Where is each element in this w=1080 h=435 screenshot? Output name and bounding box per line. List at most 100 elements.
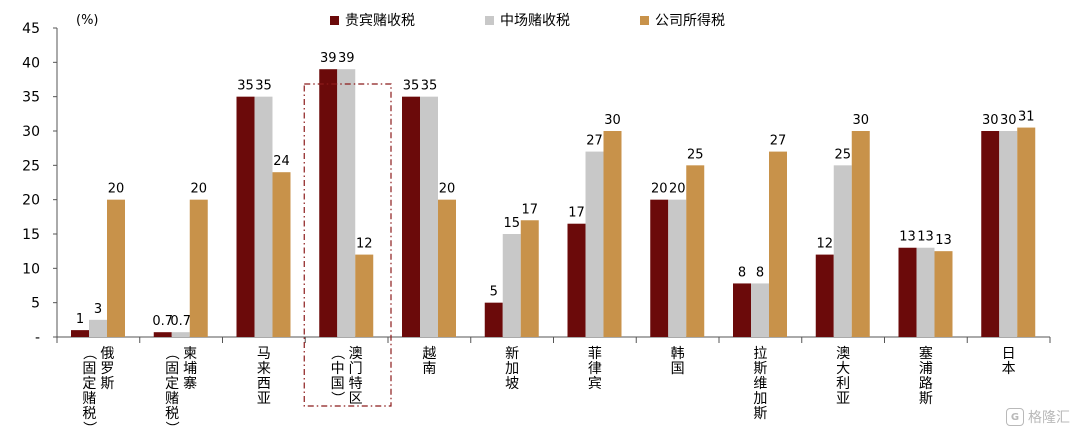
bar <box>71 330 89 337</box>
x-category-label: 埔 <box>183 361 197 377</box>
x-category-label: 罗 <box>100 361 114 377</box>
x-category-label: 菲 <box>588 346 602 362</box>
bar <box>355 254 374 337</box>
watermark: G 格隆汇 <box>1006 407 1070 427</box>
x-category-label: 韩 <box>671 346 685 362</box>
x-category-label: ） <box>163 421 179 435</box>
data-label: 35 <box>403 79 420 94</box>
y-tick-label: 40 <box>22 55 40 71</box>
data-label: 25 <box>687 147 704 162</box>
watermark-logo-icon: G <box>1006 408 1024 426</box>
bar <box>502 234 521 337</box>
bar <box>236 96 255 338</box>
x-category-label: （ <box>329 346 345 360</box>
legend: 贵宾赌收税 中场赌收税 公司所得税 <box>330 10 725 30</box>
y-tick-label: 15 <box>22 227 40 243</box>
data-label: 35 <box>255 79 272 94</box>
y-tick-label: 45 <box>22 21 40 37</box>
y-tick-label: 30 <box>22 124 40 140</box>
x-category-label: 斯 <box>753 361 767 377</box>
y-tick-label: 35 <box>22 90 40 106</box>
data-label: 20 <box>190 182 207 197</box>
bar <box>420 96 438 338</box>
bar <box>851 131 870 337</box>
data-label: 35 <box>237 79 254 94</box>
legend-swatch-corporate <box>640 15 649 25</box>
x-category-label: 日 <box>1002 346 1016 362</box>
x-category-label: 宾 <box>588 376 602 392</box>
legend-item-corporate: 公司所得税 <box>640 10 725 30</box>
data-label: 13 <box>899 230 916 245</box>
x-category-label: 赌 <box>82 391 96 407</box>
x-category-label: 国 <box>671 361 685 377</box>
y-tick-label: - <box>35 330 40 346</box>
y-tick-label: 25 <box>22 158 40 174</box>
data-label: 39 <box>320 51 337 66</box>
bar <box>815 254 834 337</box>
y-unit-label: (%) <box>76 13 99 28</box>
data-label: 15 <box>503 216 520 231</box>
x-category-label: 固 <box>165 361 179 377</box>
x-category-label: 门 <box>349 361 363 377</box>
bar <box>153 332 172 337</box>
bar <box>337 69 356 337</box>
x-category-label: 新 <box>505 346 519 362</box>
x-category-label: 南 <box>422 361 436 377</box>
data-label: 31 <box>1018 110 1035 125</box>
bar <box>272 172 291 337</box>
data-label: 3 <box>94 302 102 317</box>
data-label: 30 <box>604 113 621 128</box>
data-label: 20 <box>669 182 686 197</box>
data-label: 24 <box>273 154 290 169</box>
data-label: 35 <box>421 79 438 94</box>
bar <box>603 131 622 337</box>
y-tick-label: 20 <box>22 193 40 209</box>
x-category-label: 俄 <box>100 346 114 362</box>
x-category-label: 西 <box>257 376 271 392</box>
x-category-label: 本 <box>1002 361 1016 377</box>
x-category-label: 维 <box>753 376 767 392</box>
data-label: 17 <box>521 202 538 217</box>
x-category-label: 塞 <box>919 345 933 362</box>
x-category-label: 利 <box>836 376 850 392</box>
x-category-label: 马 <box>257 346 271 362</box>
x-category-label: （ <box>80 346 96 360</box>
bar <box>189 199 208 337</box>
legend-label-vip: 贵宾赌收税 <box>345 13 415 29</box>
x-category-label: 区 <box>349 391 363 407</box>
data-label: 20 <box>651 182 668 197</box>
x-category-label: 定 <box>165 376 179 392</box>
x-category-label: 赌 <box>165 391 179 407</box>
x-category-label: 大 <box>836 361 850 377</box>
data-label: 30 <box>852 113 869 128</box>
data-label: 0.7 <box>152 314 173 329</box>
x-category-label: ） <box>80 421 96 435</box>
bar <box>999 131 1018 337</box>
bar <box>650 199 669 337</box>
bar <box>520 220 539 337</box>
data-label: 12 <box>356 237 373 252</box>
data-label: 39 <box>338 51 355 66</box>
bar <box>916 247 935 337</box>
data-label: 30 <box>1000 113 1017 128</box>
legend-label-mass: 中场赌收税 <box>500 13 570 29</box>
x-category-label: 加 <box>753 391 767 407</box>
data-label: 5 <box>490 285 498 300</box>
x-category-label: 斯 <box>753 406 767 422</box>
bar <box>402 96 420 338</box>
x-category-label: 亚 <box>836 391 850 407</box>
data-label: 13 <box>917 230 934 245</box>
x-category-label: （ <box>163 346 179 360</box>
legend-swatch-vip <box>330 15 339 25</box>
x-category-label: 特 <box>349 376 363 392</box>
x-category-label: 澳 <box>349 346 363 362</box>
x-category-label: 路 <box>919 376 933 392</box>
bar <box>769 151 787 337</box>
x-category-label: 寨 <box>183 375 197 392</box>
bar <box>934 251 953 337</box>
x-category-label: 浦 <box>919 361 933 377</box>
x-category-label: 亚 <box>257 391 271 407</box>
y-tick-label: 5 <box>31 296 40 312</box>
x-category-label: 中 <box>331 361 345 377</box>
